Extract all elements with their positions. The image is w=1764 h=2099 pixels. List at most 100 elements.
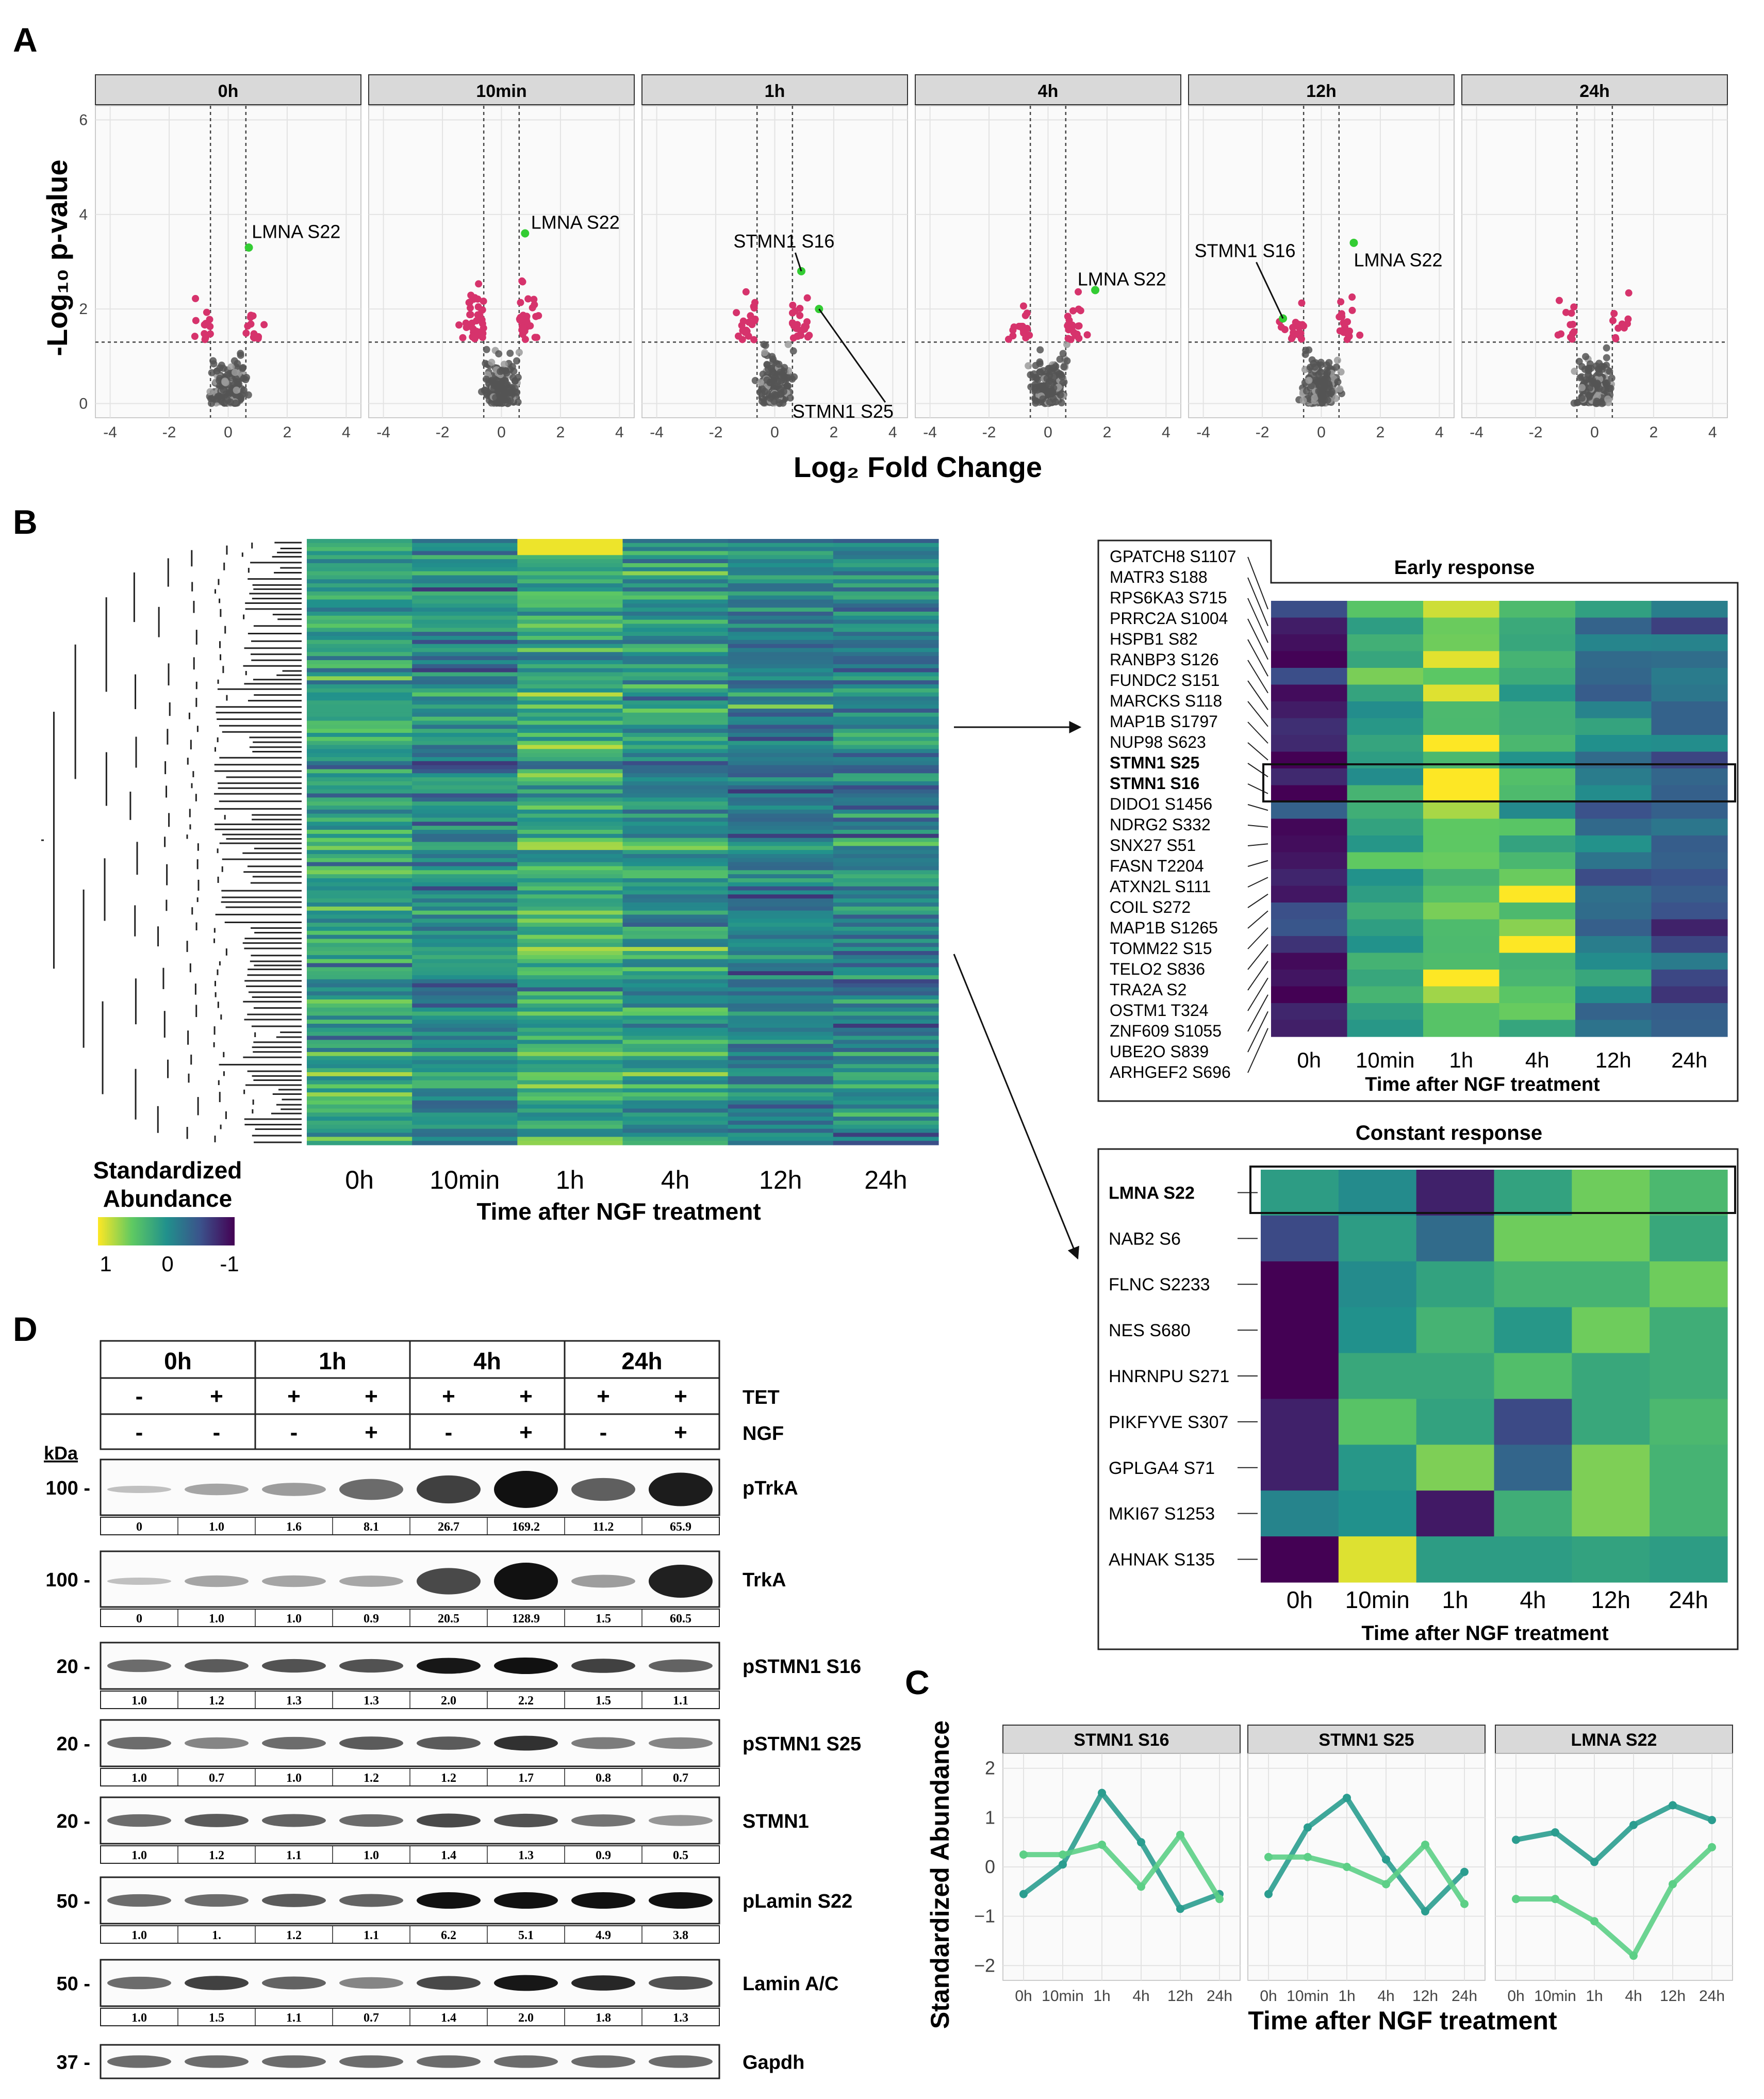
main-heatmap-cell (412, 979, 518, 984)
main-heatmap-cell (307, 1068, 413, 1073)
main-heatmap-cell (622, 628, 729, 632)
main-heatmap-cell (412, 1137, 518, 1141)
volcano-facet-strip (95, 74, 361, 105)
early-response-row-label: NUP98 S623 (1110, 733, 1206, 751)
main-heatmap-cell (307, 1100, 413, 1105)
main-heatmap-cell (728, 725, 834, 729)
main-heatmap-cell (833, 591, 939, 596)
early-response-cell (1271, 970, 1348, 987)
early-response-cell (1651, 852, 1728, 870)
volcano-x-tick: 4 (342, 424, 351, 441)
early-response-cell (1499, 953, 1576, 970)
blot-quant-value: 8.1 (364, 1520, 379, 1534)
main-heatmap-cell (833, 1088, 939, 1093)
main-heatmap-cell (833, 692, 939, 697)
main-heatmap-cell (517, 761, 623, 766)
early-response-cell (1423, 986, 1500, 1004)
main-heatmap-cell (307, 979, 413, 984)
constant-response-row-label: NAB2 S6 (1109, 1229, 1181, 1249)
early-response-cell (1651, 953, 1728, 970)
volcano-point-significant (1019, 324, 1027, 332)
volcano-point (1586, 392, 1593, 400)
main-heatmap-cell (517, 1096, 623, 1101)
main-heatmap-cell (728, 1068, 834, 1073)
blot-band (571, 1814, 635, 1827)
main-heatmap-cell (728, 947, 834, 952)
main-heatmap-cell (517, 906, 623, 911)
main-heatmap-cell (412, 729, 518, 733)
main-heatmap-cell (833, 878, 939, 883)
constant-response-cell (1261, 1170, 1339, 1216)
main-heatmap-cell (517, 1112, 623, 1117)
volcano-facet-label: 1h (765, 81, 785, 101)
early-response-cell (1271, 936, 1348, 954)
main-heatmap-cell (622, 656, 729, 661)
blot-mw-marker: 20 - (57, 1733, 90, 1755)
volcano-x-tick: 0 (497, 424, 506, 441)
blot-quant-value: 1.8 (596, 2011, 611, 2025)
main-heatmap-cell (833, 927, 939, 931)
main-heatmap-cell (517, 628, 623, 632)
volcano-facet-label: 0h (218, 81, 239, 101)
main-heatmap-cell (833, 688, 939, 693)
volcano-point (1324, 396, 1331, 404)
early-response-leader (1247, 961, 1268, 991)
main-heatmap-cell (412, 1060, 518, 1064)
volcano-point (226, 398, 234, 406)
main-heatmap-cell (728, 826, 834, 830)
main-heatmap-cell (622, 680, 729, 685)
main-heatmap-cell (307, 672, 413, 677)
main-heatmap-cell (622, 914, 729, 919)
main-heatmap-cell (622, 1137, 729, 1141)
early-response-cell (1423, 802, 1500, 819)
main-heatmap-cell (412, 656, 518, 661)
early-response-cell (1423, 885, 1500, 903)
main-heatmap-cell (307, 983, 413, 988)
main-heatmap-cell (833, 567, 939, 572)
volcano-point-significant (480, 298, 487, 305)
main-heatmap-cell (728, 1060, 834, 1064)
volcano-point (1606, 367, 1613, 375)
volcano-point-significant (1022, 334, 1030, 342)
line-chart-x-tick: 12h (1167, 1988, 1193, 2005)
main-heatmap-cell (412, 753, 518, 758)
main-heatmap-cell (412, 1027, 518, 1032)
main-heatmap-cell (517, 680, 623, 685)
main-heatmap-cell (412, 951, 518, 956)
volcano-point (790, 373, 798, 381)
blot-band (571, 1737, 635, 1749)
main-heatmap-cell (412, 1011, 518, 1016)
main-heatmap-cell (833, 761, 939, 766)
main-heatmap-cell (728, 612, 834, 616)
main-heatmap-cell (833, 1036, 939, 1040)
main-heatmap-cell (622, 1088, 729, 1093)
volcano-point (1311, 394, 1318, 402)
main-heatmap-cell (728, 769, 834, 774)
main-heatmap-cell (307, 741, 413, 746)
constant-response-cells (1261, 1170, 1728, 1583)
main-heatmap-cell (622, 644, 729, 649)
main-heatmap-cell (728, 773, 834, 778)
early-response-cell (1575, 735, 1652, 752)
early-response-row-label: PRRC2A S1004 (1110, 609, 1228, 628)
main-heatmap-cell (412, 745, 518, 749)
main-heatmap-cell (833, 838, 939, 843)
early-response-cell (1423, 668, 1500, 685)
main-heatmap-cell (412, 858, 518, 863)
main-heatmap-cell (307, 1084, 413, 1089)
main-heatmap-cell (728, 910, 834, 915)
volcano-point-significant (1338, 313, 1346, 321)
early-response-cell (1271, 802, 1348, 819)
main-heatmap-cell (412, 539, 518, 544)
main-heatmap-cell (517, 943, 623, 947)
main-heatmap-cell (622, 947, 729, 952)
main-heatmap-cell (517, 543, 623, 548)
volcano-point (1036, 383, 1044, 390)
blot-quant-value: 65.9 (670, 1520, 691, 1534)
main-heatmap-cell (307, 963, 413, 967)
early-response-leader (1247, 660, 1268, 694)
main-heatmap-cell (307, 736, 413, 742)
volcano-point (1306, 364, 1314, 371)
early-response-cell (1651, 601, 1728, 618)
